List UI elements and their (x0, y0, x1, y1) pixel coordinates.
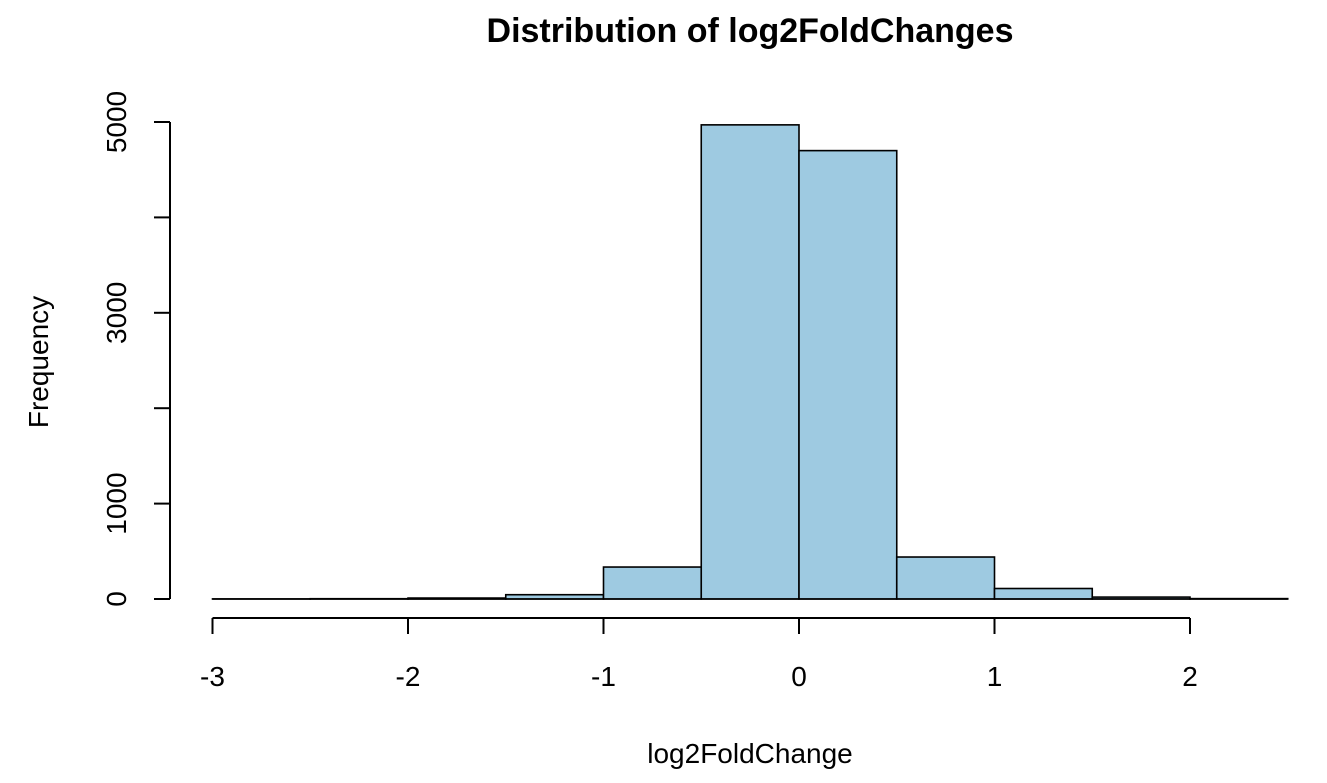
chart-title: Distribution of log2FoldChanges (487, 12, 1014, 50)
x-tick-label: 1 (987, 661, 1003, 692)
y-tick-label: 0 (101, 591, 132, 607)
y-axis-label: Frequency (23, 296, 54, 428)
y-tick-label: 1000 (101, 472, 132, 534)
histogram-bar (993, 587, 1094, 600)
x-tick-label: -1 (591, 661, 616, 692)
x-tick-label: -2 (396, 661, 421, 692)
x-axis: -3 -2 -1 0 1 2 (200, 617, 1198, 692)
histogram-bar (700, 124, 800, 600)
y-tick-label: 3000 (101, 282, 132, 344)
histogram-bar (798, 149, 898, 600)
x-tick-label: -3 (200, 661, 225, 692)
histogram-bar (895, 556, 996, 600)
x-tick-label: 2 (1182, 661, 1198, 692)
histogram-bar (602, 566, 703, 600)
bars-group (211, 124, 1289, 600)
y-axis: 0 1000 3000 5000 (101, 91, 171, 607)
x-axis-label: log2FoldChange (647, 738, 853, 769)
y-tick-label: 5000 (101, 91, 132, 153)
x-tick-label: 0 (791, 661, 807, 692)
